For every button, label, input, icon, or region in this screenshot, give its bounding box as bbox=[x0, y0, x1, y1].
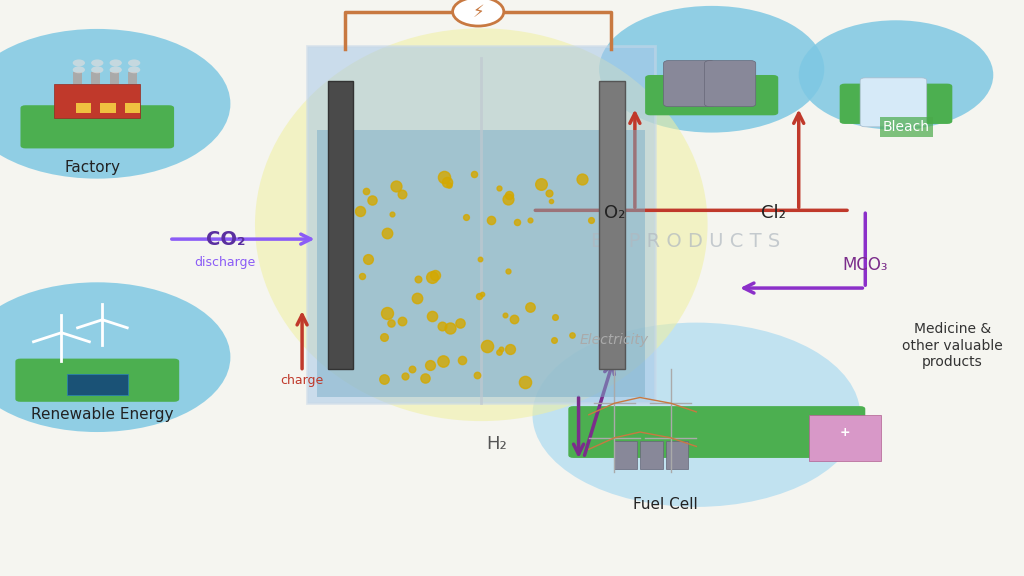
Ellipse shape bbox=[255, 28, 708, 421]
Circle shape bbox=[128, 66, 140, 73]
FancyBboxPatch shape bbox=[664, 60, 715, 107]
Text: H₂: H₂ bbox=[486, 434, 507, 453]
FancyBboxPatch shape bbox=[128, 72, 137, 84]
Circle shape bbox=[73, 66, 85, 73]
FancyBboxPatch shape bbox=[599, 81, 625, 369]
FancyBboxPatch shape bbox=[860, 78, 927, 127]
Text: MCO₃: MCO₃ bbox=[843, 256, 888, 274]
FancyBboxPatch shape bbox=[307, 46, 655, 403]
Text: Bleach: Bleach bbox=[883, 120, 930, 134]
FancyBboxPatch shape bbox=[100, 103, 116, 113]
Text: Cl₂: Cl₂ bbox=[761, 204, 785, 222]
FancyBboxPatch shape bbox=[73, 72, 82, 84]
Circle shape bbox=[128, 59, 140, 66]
Text: discharge: discharge bbox=[195, 256, 256, 268]
FancyBboxPatch shape bbox=[809, 415, 881, 461]
Text: O₂: O₂ bbox=[604, 204, 625, 222]
Circle shape bbox=[532, 323, 860, 507]
Circle shape bbox=[73, 59, 85, 66]
Circle shape bbox=[91, 59, 103, 66]
FancyBboxPatch shape bbox=[76, 103, 91, 113]
FancyBboxPatch shape bbox=[328, 81, 353, 369]
FancyBboxPatch shape bbox=[125, 103, 140, 113]
Circle shape bbox=[0, 29, 230, 179]
Text: B Y P R O D U C T S: B Y P R O D U C T S bbox=[592, 233, 780, 252]
Text: Medicine &
other valuable
products: Medicine & other valuable products bbox=[902, 323, 1002, 369]
Circle shape bbox=[110, 66, 122, 73]
FancyBboxPatch shape bbox=[666, 441, 688, 469]
FancyBboxPatch shape bbox=[20, 105, 174, 149]
Text: Renewable Energy: Renewable Energy bbox=[31, 407, 174, 422]
Circle shape bbox=[91, 66, 103, 73]
FancyBboxPatch shape bbox=[110, 72, 119, 84]
Text: Electricity: Electricity bbox=[580, 333, 649, 347]
FancyBboxPatch shape bbox=[317, 130, 645, 397]
Circle shape bbox=[110, 59, 122, 66]
FancyBboxPatch shape bbox=[67, 374, 128, 395]
FancyBboxPatch shape bbox=[54, 84, 140, 118]
FancyBboxPatch shape bbox=[640, 441, 663, 469]
Text: Factory: Factory bbox=[65, 160, 120, 175]
Circle shape bbox=[799, 20, 993, 130]
Text: CO₂: CO₂ bbox=[206, 230, 245, 249]
FancyBboxPatch shape bbox=[645, 75, 778, 115]
Text: charge: charge bbox=[281, 374, 324, 386]
Circle shape bbox=[599, 6, 824, 132]
Circle shape bbox=[453, 0, 504, 26]
FancyBboxPatch shape bbox=[15, 359, 179, 402]
Text: Fuel Cell: Fuel Cell bbox=[633, 497, 698, 511]
FancyBboxPatch shape bbox=[568, 406, 865, 458]
FancyBboxPatch shape bbox=[705, 60, 756, 107]
Text: +: + bbox=[840, 426, 850, 438]
Circle shape bbox=[0, 282, 230, 432]
FancyBboxPatch shape bbox=[840, 84, 952, 124]
Text: ⚡: ⚡ bbox=[472, 3, 484, 21]
FancyBboxPatch shape bbox=[614, 441, 637, 469]
FancyBboxPatch shape bbox=[91, 72, 100, 84]
